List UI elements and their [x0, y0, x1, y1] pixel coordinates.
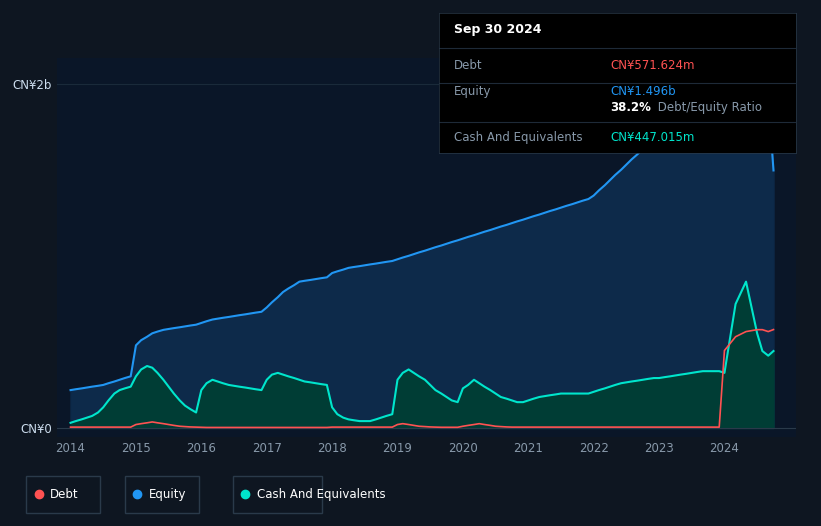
Bar: [233, 476, 322, 513]
Text: CN¥1.496b: CN¥1.496b: [611, 85, 677, 98]
Text: CN¥571.624m: CN¥571.624m: [611, 59, 695, 72]
Text: CN¥447.015m: CN¥447.015m: [611, 130, 695, 144]
Text: Debt: Debt: [453, 59, 482, 72]
Text: Debt/Equity Ratio: Debt/Equity Ratio: [654, 102, 762, 115]
Bar: [125, 476, 199, 513]
Text: Cash And Equivalents: Cash And Equivalents: [257, 488, 385, 501]
Text: Sep 30 2024: Sep 30 2024: [453, 23, 541, 36]
Text: Cash And Equivalents: Cash And Equivalents: [453, 130, 582, 144]
Text: Debt: Debt: [50, 488, 79, 501]
Text: Equity: Equity: [453, 85, 491, 98]
Text: 38.2%: 38.2%: [611, 102, 652, 115]
Bar: [26, 476, 100, 513]
Text: Equity: Equity: [149, 488, 186, 501]
